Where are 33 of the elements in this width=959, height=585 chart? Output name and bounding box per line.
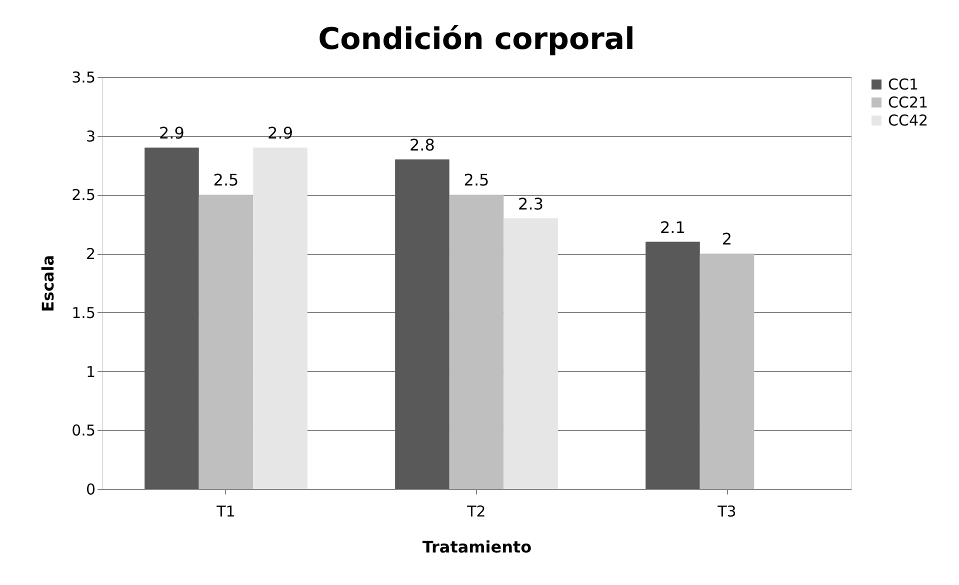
data-label: 2.3: [518, 194, 544, 214]
data-label: 2: [722, 230, 732, 249]
data-label: 2.1: [660, 218, 686, 237]
x-axis-title: Tratamiento: [422, 538, 532, 556]
y-tick-label: 3: [86, 127, 96, 146]
y-tick-label: 1: [86, 362, 96, 381]
x-tick-label: T1: [216, 502, 236, 520]
y-tick-label: 2.5: [72, 186, 96, 204]
y-axis-title: Escala: [38, 254, 58, 312]
bar: [449, 194, 504, 489]
x-tick-label: T3: [716, 502, 736, 520]
x-tick-label: T2: [466, 502, 486, 520]
y-tick-label: 0: [86, 480, 96, 498]
data-label: 2.9: [158, 124, 184, 143]
y-tick-label: 1.5: [72, 304, 96, 322]
chart-title: Condición corporal: [318, 22, 635, 57]
legend-label: CC21: [888, 94, 928, 112]
legend-label: CC1: [888, 76, 918, 94]
y-tick-label: 0.5: [72, 422, 96, 440]
bar: [253, 148, 308, 489]
bar: [198, 194, 254, 489]
bar: [395, 159, 450, 489]
bar: [144, 148, 199, 489]
data-label: 2.8: [410, 135, 435, 154]
y-tick-label: 2: [86, 245, 96, 264]
bar: [700, 254, 754, 489]
y-tick-label: 3.5: [72, 68, 96, 86]
data-label: 2.5: [213, 170, 239, 190]
data-label: 2.5: [464, 170, 490, 190]
data-label: 2.9: [268, 124, 293, 143]
bar: [646, 242, 700, 489]
legend-label: CC42: [888, 112, 928, 130]
bar: [504, 218, 558, 489]
